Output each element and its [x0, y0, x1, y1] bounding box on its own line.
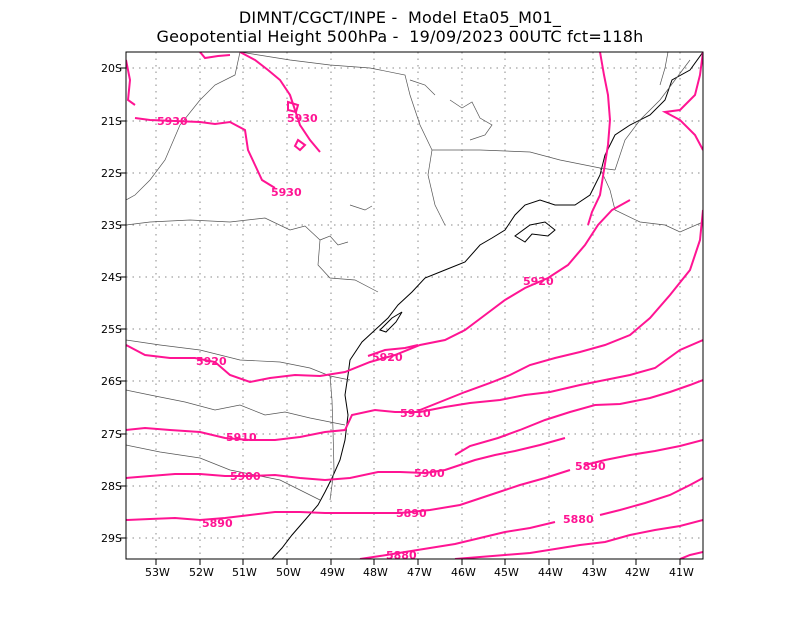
contour-label: 5930 — [271, 186, 302, 199]
coastline — [271, 52, 703, 559]
contour-label: 5920 — [523, 275, 554, 288]
contour-label: 5890 — [575, 460, 606, 473]
lon-tick-label: 44W — [538, 566, 563, 579]
geopotential-contours — [126, 52, 703, 559]
lat-tick-label: 25S — [101, 323, 122, 336]
lat-tick-label: 26S — [101, 375, 122, 388]
lat-tick-label: 24S — [101, 271, 122, 284]
contour-label: 5920 — [196, 355, 227, 368]
lat-tick-label: 20S — [101, 62, 122, 75]
lon-tick-label: 50W — [276, 566, 301, 579]
map-title-line-2: Geopotential Height 500hPa - 19/09/2023 … — [156, 27, 644, 46]
map-title-line-1: DIMNT/CGCT/INPE - Model Eta05_M01_ — [238, 8, 562, 27]
contour-label: 5900 — [414, 467, 445, 480]
coastline-lagoon — [379, 311, 403, 333]
longitude-axis: 53W 52W 51W 50W 49W 48W 47W 46W 45W 44W … — [145, 566, 694, 579]
lat-tick-label: 27S — [101, 428, 122, 441]
contour-label: 5880 — [386, 549, 417, 562]
map-frame — [125, 51, 704, 560]
contour-labels: 5930 5930 5930 5920 5920 5920 5910 5910 … — [157, 112, 606, 562]
lat-tick-label: 29S — [101, 532, 122, 545]
lon-tick-label: 47W — [407, 566, 432, 579]
contour-label: 5890 — [396, 507, 427, 520]
lat-tick-label: 21S — [101, 115, 122, 128]
lon-tick-label: 51W — [232, 566, 257, 579]
lat-tick-label: 28S — [101, 480, 122, 493]
lat-tick-label: 23S — [101, 219, 122, 232]
contour-label: 5880 — [563, 513, 594, 526]
lon-tick-label: 43W — [582, 566, 607, 579]
lon-tick-label: 42W — [625, 566, 650, 579]
lon-tick-label: 52W — [189, 566, 214, 579]
latitude-axis: 20S 21S 22S 23S 24S 25S 26S 27S 28S 29S — [101, 62, 122, 545]
contour-label: 5930 — [157, 115, 188, 128]
axis-ticks — [120, 67, 681, 565]
contour-label: 5900 — [230, 470, 261, 483]
contour-label: 5930 — [287, 112, 318, 125]
lon-tick-label: 45W — [494, 566, 519, 579]
contour-label: 5890 — [202, 517, 233, 530]
lon-tick-label: 53W — [145, 566, 170, 579]
lat-tick-label: 22S — [101, 167, 122, 180]
lon-tick-label: 46W — [451, 566, 476, 579]
contour-label: 5920 — [372, 351, 403, 364]
contour-label: 5910 — [226, 431, 257, 444]
coastline-bay — [514, 221, 556, 243]
lon-tick-label: 41W — [669, 566, 694, 579]
state-borders — [126, 52, 703, 501]
contour-label: 5910 — [400, 407, 431, 420]
lon-tick-label: 49W — [320, 566, 345, 579]
lon-tick-label: 48W — [363, 566, 388, 579]
